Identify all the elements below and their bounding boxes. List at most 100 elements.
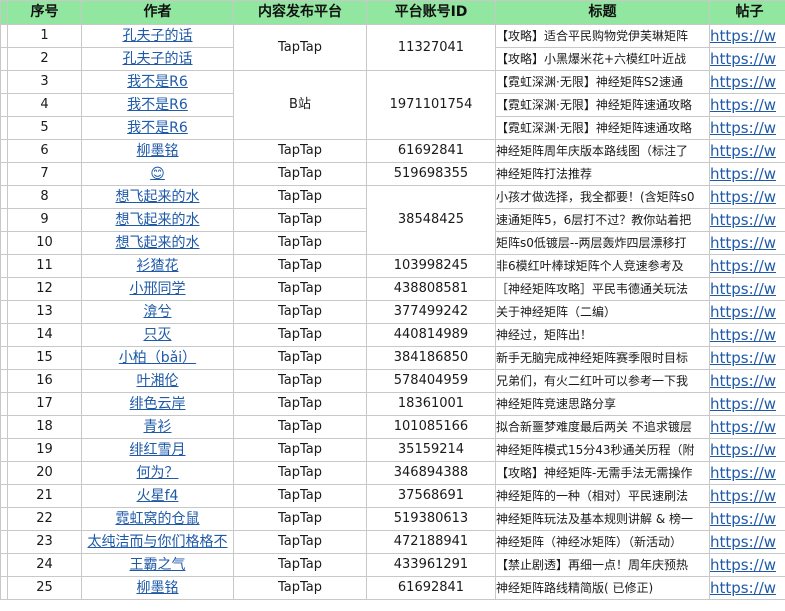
cell-title[interactable]: 【攻略】适合平民购物党伊芙琳矩阵 — [495, 24, 710, 48]
cell-author[interactable]: 只灭 — [81, 323, 234, 347]
cell-author[interactable]: 渰兮 — [81, 300, 234, 324]
cell-author[interactable]: 孔夫子的话 — [81, 24, 234, 48]
author-link[interactable]: 绯色云岸 — [129, 396, 186, 412]
cell-author[interactable]: 火星f4 — [81, 484, 234, 508]
cell-platform[interactable]: TapTap — [233, 553, 367, 577]
cell-account-id[interactable]: 384186850 — [366, 346, 496, 370]
cell-author[interactable]: 霓虹窝的仓鼠 — [81, 507, 234, 531]
author-link[interactable]: 孔夫子的话 — [122, 51, 193, 67]
cell-title[interactable]: 神经矩阵路线精简版( 已修正) — [495, 576, 710, 600]
cell-num[interactable]: 3 — [7, 70, 82, 94]
cell-platform[interactable]: TapTap — [233, 208, 367, 232]
cell-num[interactable]: 4 — [7, 93, 82, 117]
author-link[interactable]: 衫猹花 — [136, 258, 179, 274]
cell-num[interactable]: 20 — [7, 461, 82, 485]
cell-platform[interactable]: TapTap — [233, 346, 367, 370]
cell-post[interactable]: https://w — [709, 484, 785, 508]
author-link[interactable]: 柳墨铭 — [136, 143, 179, 159]
cell-num[interactable]: 6 — [7, 139, 82, 163]
cell-author[interactable]: 孔夫子的话 — [81, 47, 234, 71]
cell-post[interactable]: https://w — [709, 254, 785, 278]
cell-post[interactable]: https://w — [709, 553, 785, 577]
post-link[interactable]: https://w — [710, 349, 777, 367]
cell-title[interactable]: 【霓虹深渊·无限】神经矩阵速通攻略 — [495, 93, 710, 117]
header-cell-platform[interactable]: 内容发布平台 — [233, 0, 367, 25]
cell-post[interactable]: https://w — [709, 530, 785, 554]
post-link[interactable]: https://w — [710, 280, 777, 298]
header-cell-post[interactable]: 帖子 — [709, 0, 785, 25]
cell-platform[interactable]: TapTap — [233, 277, 367, 301]
author-link[interactable]: 叶湘伦 — [136, 373, 179, 389]
cell-title[interactable]: 神经矩阵模式15分43秒通关历程（附 — [495, 438, 710, 462]
cell-account-id[interactable]: 519380613 — [366, 507, 496, 531]
cell-title[interactable]: 非6模红叶棒球矩阵个人竞速参考及 — [495, 254, 710, 278]
cell-account-id[interactable]: 377499242 — [366, 300, 496, 324]
cell-author[interactable]: 小柏（bǎi） — [81, 346, 234, 370]
header-cell-title[interactable]: 标题 — [495, 0, 710, 25]
cell-num[interactable]: 19 — [7, 438, 82, 462]
cell-title[interactable]: ［神经矩阵攻略］平民韦德通关玩法 — [495, 277, 710, 301]
cell-num[interactable]: 1 — [7, 24, 82, 48]
cell-account-id[interactable]: 103998245 — [366, 254, 496, 278]
cell-author[interactable]: 小邢同学 — [81, 277, 234, 301]
cell-title[interactable]: 神经矩阵周年庆版本路线图（标注了 — [495, 139, 710, 163]
cell-num[interactable]: 24 — [7, 553, 82, 577]
post-link[interactable]: https://w — [710, 96, 777, 114]
cell-author[interactable]: 叶湘伦 — [81, 369, 234, 393]
cell-title[interactable]: 矩阵s0低镀层--两层轰炸四层漂移打 — [495, 231, 710, 255]
cell-num[interactable]: 23 — [7, 530, 82, 554]
cell-title[interactable]: 小孩才做选择，我全都要！(含矩阵s0 — [495, 185, 710, 209]
cell-title[interactable]: 【攻略】神经矩阵-无需手法无需操作 — [495, 461, 710, 485]
post-link[interactable]: https://w — [710, 418, 777, 436]
cell-platform[interactable]: TapTap — [233, 300, 367, 324]
cell-platform[interactable]: TapTap — [233, 392, 367, 416]
cell-account-id[interactable]: 1971101754 — [366, 70, 496, 140]
post-link[interactable]: https://w — [710, 326, 777, 344]
cell-post[interactable]: https://w — [709, 277, 785, 301]
cell-title[interactable]: 神经矩阵（神经冰矩阵）（新活动） — [495, 530, 710, 554]
cell-author[interactable]: 我不是R6 — [81, 116, 234, 140]
cell-post[interactable]: https://w — [709, 369, 785, 393]
author-link[interactable]: 火星f4 — [136, 488, 179, 504]
cell-author[interactable]: 太纯洁而与你们格格不 — [81, 530, 234, 554]
cell-title[interactable]: 关于神经矩阵（二编） — [495, 300, 710, 324]
cell-platform[interactable]: TapTap — [233, 139, 367, 163]
author-link[interactable]: 霓虹窝的仓鼠 — [115, 511, 200, 527]
post-link[interactable]: https://w — [710, 487, 777, 505]
cell-num[interactable]: 18 — [7, 415, 82, 439]
cell-platform[interactable]: B站 — [233, 70, 367, 140]
cell-platform[interactable]: TapTap — [233, 438, 367, 462]
cell-author[interactable]: 想飞起来的水 — [81, 208, 234, 232]
author-link[interactable]: 想飞起来的水 — [115, 212, 200, 228]
cell-platform[interactable]: TapTap — [233, 24, 367, 71]
cell-account-id[interactable]: 433961291 — [366, 553, 496, 577]
cell-post[interactable]: https://w — [709, 438, 785, 462]
author-link[interactable]: 太纯洁而与你们格格不 — [87, 534, 228, 550]
author-link[interactable]: 小邢同学 — [129, 281, 186, 297]
post-link[interactable]: https://w — [710, 510, 777, 528]
author-link[interactable]: 青衫 — [143, 419, 172, 435]
cell-post[interactable]: https://w — [709, 346, 785, 370]
cell-account-id[interactable]: 35159214 — [366, 438, 496, 462]
cell-post[interactable]: https://w — [709, 461, 785, 485]
cell-platform[interactable]: TapTap — [233, 484, 367, 508]
author-link[interactable]: 我不是R6 — [127, 120, 188, 136]
cell-author[interactable]: 青衫 — [81, 415, 234, 439]
author-link[interactable]: 绯红雪月 — [129, 442, 186, 458]
cell-author[interactable]: 柳墨铭 — [81, 576, 234, 600]
cell-num[interactable]: 11 — [7, 254, 82, 278]
cell-account-id[interactable]: 101085166 — [366, 415, 496, 439]
cell-title[interactable]: 速通矩阵5，6层打不过？教你站着把 — [495, 208, 710, 232]
post-link[interactable]: https://w — [710, 73, 777, 91]
author-link[interactable]: 想飞起来的水 — [115, 189, 200, 205]
post-link[interactable]: https://w — [710, 234, 777, 252]
post-link[interactable]: https://w — [710, 188, 777, 206]
cell-account-id[interactable]: 440814989 — [366, 323, 496, 347]
cell-num[interactable]: 15 — [7, 346, 82, 370]
post-link[interactable]: https://w — [710, 464, 777, 482]
cell-num[interactable]: 16 — [7, 369, 82, 393]
cell-author[interactable]: 王霸之气 — [81, 553, 234, 577]
cell-title[interactable]: 【攻略】小黑爆米花+六模红叶近战 — [495, 47, 710, 71]
post-link[interactable]: https://w — [710, 579, 777, 597]
cell-platform[interactable]: TapTap — [233, 530, 367, 554]
